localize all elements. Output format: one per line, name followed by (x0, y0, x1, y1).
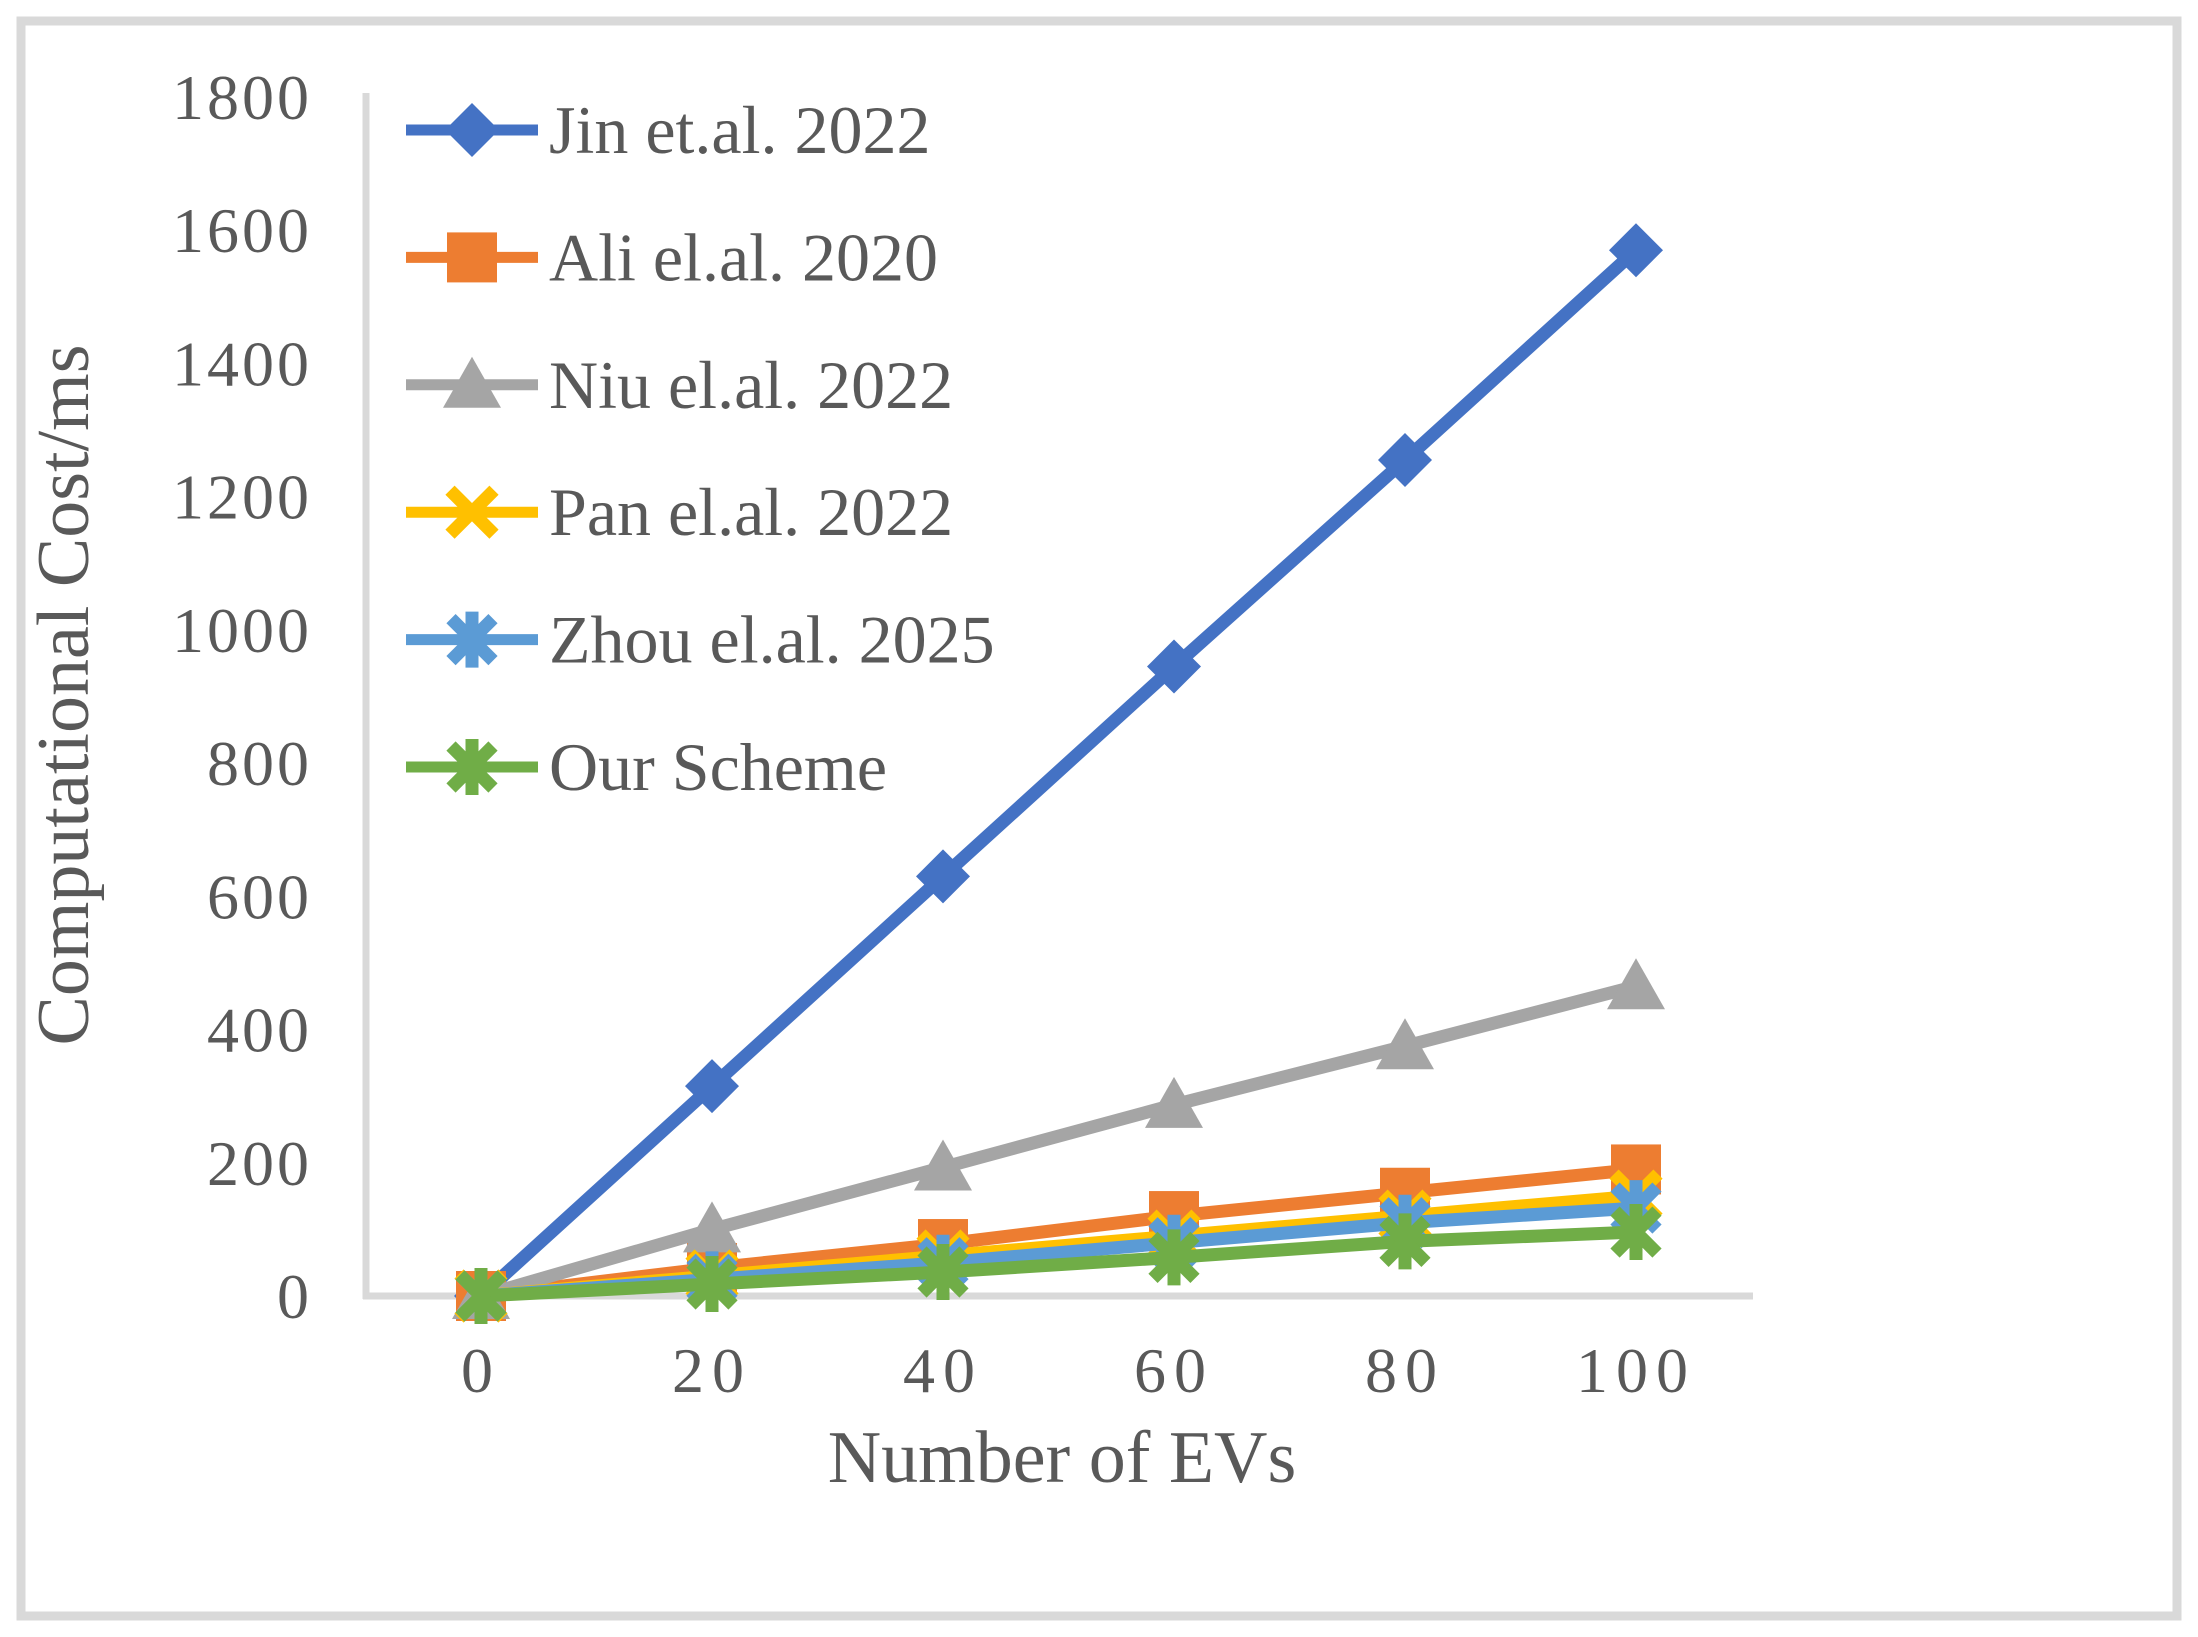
asterisk-marker (455, 1268, 507, 1324)
series-line-our-scheme (480, 1225, 1637, 1303)
legend-label: Pan el.al. 2022 (549, 474, 953, 550)
series-line-jin-et-al-2022 (476, 245, 1641, 1301)
legend-label: Jin et.al. 2022 (549, 92, 931, 168)
legend-item-zhou-el-al-2025: Zhou el.al. 2025 (406, 602, 995, 678)
series-line-ali-el-al-2020 (480, 1162, 1637, 1303)
x-tick-label: 60 (1134, 1335, 1214, 1406)
y-tick-label: 1200 (172, 462, 312, 533)
y-tick-label: 1000 (172, 595, 312, 666)
x-marker (445, 485, 499, 539)
square-marker (447, 232, 497, 283)
legend: Jin et.al. 2022 Ali el.al. 2020 Niu el.al.… (406, 92, 995, 805)
triangle-marker (1376, 1018, 1434, 1070)
diamond-marker (1378, 433, 1432, 488)
x-axis-tick-labels: 0 20 40 60 80 100 (461, 1335, 1696, 1406)
x-tick-label: 80 (1365, 1335, 1445, 1406)
figure-border (16, 16, 2182, 1621)
x-tick-label: 40 (903, 1335, 983, 1406)
y-tick-label: 1800 (172, 62, 312, 133)
asterisk-marker (1610, 1204, 1662, 1261)
x-tick-label: 100 (1576, 1335, 1696, 1406)
asterisk-marker (917, 1244, 969, 1301)
y-tick-label: 800 (207, 728, 312, 799)
x-tick-label: 20 (672, 1335, 752, 1406)
asterisk-marker (1148, 1229, 1200, 1286)
diamond-marker (1609, 223, 1663, 278)
x-axis-title: Number of EVs (828, 1417, 1297, 1499)
diamond-marker (685, 1059, 739, 1114)
triangle-marker (683, 1201, 741, 1253)
y-tick-label: 0 (277, 1261, 312, 1332)
y-tick-label: 1400 (172, 328, 312, 399)
diamond-marker (916, 849, 970, 904)
asterisk-marker (446, 611, 498, 668)
series-line-niu-el-al-2022 (479, 979, 1638, 1303)
legend-label: Our Scheme (549, 729, 887, 805)
triangle-marker (1145, 1076, 1203, 1128)
x-tick-label: 0 (461, 1335, 501, 1406)
y-tick-label: 400 (207, 995, 312, 1066)
legend-label: Niu el.al. 2022 (549, 347, 953, 423)
legend-item-pan-el-al-2022: Pan el.al. 2022 (406, 474, 953, 550)
y-axis-tick-labels: 0 200 400 600 800 1000 1200 1400 1600 1800 (172, 62, 312, 1332)
asterisk-marker (446, 739, 498, 795)
y-tick-label: 600 (207, 861, 312, 932)
y-axis-title: Computational Cost/ms (23, 345, 105, 1046)
legend-label: Ali el.al. 2020 (549, 219, 938, 295)
diamond-marker (445, 103, 499, 157)
legend-item-niu-el-al-2022: Niu el.al. 2022 (406, 347, 953, 423)
legend-item-jin-et-al-2022: Jin et.al. 2022 (406, 92, 931, 168)
legend-label: Zhou el.al. 2025 (549, 602, 995, 678)
triangle-marker (1607, 958, 1665, 1010)
asterisk-marker (1379, 1213, 1431, 1270)
y-tick-label: 1600 (172, 195, 312, 266)
triangle-marker (443, 356, 501, 408)
y-tick-label: 200 (207, 1128, 312, 1199)
series-our-scheme (455, 1204, 1662, 1324)
asterisk-marker (686, 1256, 738, 1313)
data-series-layer (452, 223, 1665, 1324)
triangle-marker (914, 1139, 972, 1191)
diamond-marker (1147, 639, 1201, 694)
legend-item-ali-el-al-2020: Ali el.al. 2020 (406, 219, 938, 295)
legend-item-our-scheme: Our Scheme (406, 729, 887, 805)
